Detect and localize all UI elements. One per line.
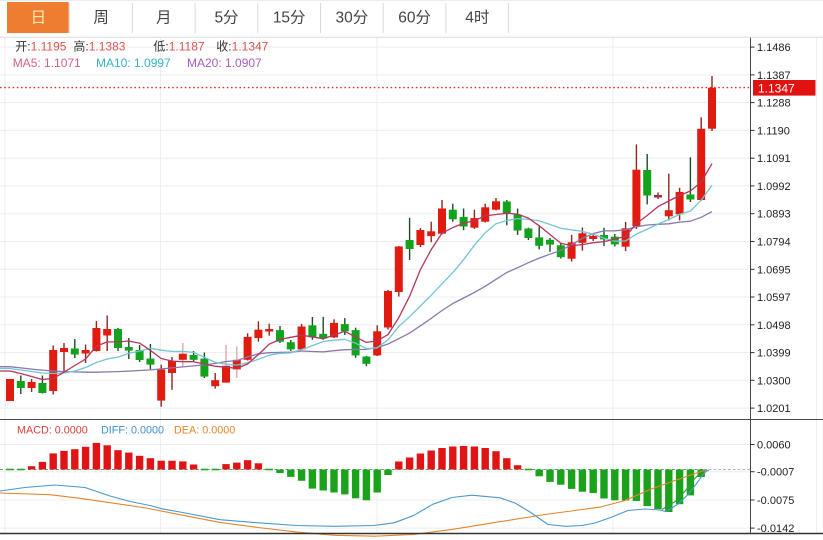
svg-text:MA10: 1.0997: MA10: 1.0997 bbox=[96, 56, 171, 70]
svg-text:15分: 15分 bbox=[273, 9, 306, 27]
svg-text:5分: 5分 bbox=[214, 9, 238, 27]
svg-text:1.1486: 1.1486 bbox=[757, 42, 791, 54]
svg-text:-0.0075: -0.0075 bbox=[757, 495, 794, 507]
svg-text:开:1.1195: 开:1.1195 bbox=[15, 40, 66, 54]
svg-text:1.1091: 1.1091 bbox=[757, 153, 791, 165]
svg-text:1.1347: 1.1347 bbox=[758, 81, 795, 95]
svg-text:1.0399: 1.0399 bbox=[757, 348, 791, 360]
svg-text:1.1190: 1.1190 bbox=[757, 125, 790, 137]
svg-text:1.0201: 1.0201 bbox=[757, 403, 791, 415]
svg-text:4时: 4时 bbox=[465, 9, 489, 27]
svg-text:1.0498: 1.0498 bbox=[757, 320, 791, 332]
svg-text:60分: 60分 bbox=[398, 9, 431, 27]
svg-text:1.1288: 1.1288 bbox=[757, 98, 791, 110]
svg-text:1.1387: 1.1387 bbox=[757, 70, 791, 82]
svg-text:1.0992: 1.0992 bbox=[757, 181, 791, 193]
svg-text:周: 周 bbox=[93, 10, 109, 27]
svg-text:1.0300: 1.0300 bbox=[757, 375, 791, 387]
svg-text:1.0794: 1.0794 bbox=[757, 237, 791, 249]
svg-text:1.0893: 1.0893 bbox=[757, 209, 791, 221]
svg-text:1.0597: 1.0597 bbox=[757, 292, 791, 304]
svg-text:低:1.1187: 低:1.1187 bbox=[153, 40, 204, 54]
svg-text:MACD: 0.0000: MACD: 0.0000 bbox=[17, 425, 88, 437]
svg-text:1.0695: 1.0695 bbox=[757, 264, 791, 276]
svg-text:日: 日 bbox=[31, 10, 47, 27]
svg-text:-0.0142: -0.0142 bbox=[757, 523, 794, 535]
svg-text:DIFF: 0.0000: DIFF: 0.0000 bbox=[101, 425, 164, 437]
svg-text:收:1.1347: 收:1.1347 bbox=[216, 40, 268, 54]
svg-text:DEA: 0.0000: DEA: 0.0000 bbox=[174, 425, 235, 437]
svg-text:月: 月 bbox=[156, 10, 172, 27]
svg-text:MA20: 1.0907: MA20: 1.0907 bbox=[187, 56, 262, 70]
svg-text:0.0060: 0.0060 bbox=[757, 440, 791, 452]
svg-text:高:1.1383: 高:1.1383 bbox=[73, 39, 125, 54]
svg-text:-0.0007: -0.0007 bbox=[757, 467, 794, 479]
svg-text:30分: 30分 bbox=[336, 9, 369, 27]
svg-text:MA5: 1.1071: MA5: 1.1071 bbox=[13, 56, 81, 70]
